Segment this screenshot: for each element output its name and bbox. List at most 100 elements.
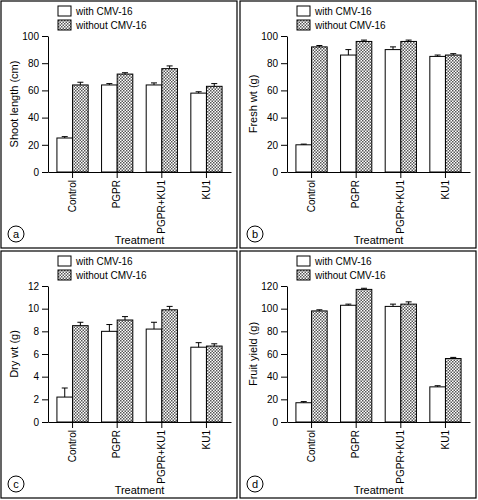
y-tick-mark — [42, 63, 48, 64]
y-tick: 40 — [267, 112, 287, 123]
bar — [117, 320, 133, 422]
legend-swatch — [58, 20, 71, 30]
y-tick-label: 120 — [261, 281, 278, 292]
error-bar — [450, 54, 456, 55]
y-axis-title: Dry wt (g) — [8, 330, 20, 378]
y-tick: 20 — [28, 140, 48, 151]
error-bar — [406, 40, 412, 41]
y-tick-mark — [281, 399, 287, 400]
panel-label-circle — [247, 476, 263, 492]
marks — [296, 40, 461, 172]
error-bar — [345, 304, 351, 305]
error-bar — [406, 302, 412, 304]
y-tick: 0 — [272, 417, 287, 428]
error-bar — [211, 344, 217, 346]
error-bar — [167, 306, 173, 309]
bar — [206, 346, 222, 422]
y-tick-label: 60 — [267, 349, 279, 360]
legend-swatch — [297, 256, 310, 266]
y-tick-mark — [281, 309, 287, 310]
y-tick-mark — [42, 172, 48, 173]
legend-label: with CMV-16 — [314, 256, 372, 267]
panel-label-text: c — [13, 478, 19, 490]
y-tick-label: 40 — [267, 371, 279, 382]
legend-swatch — [297, 270, 310, 280]
x-tick-mark — [206, 422, 207, 428]
legend-label: with CMV-16 — [75, 256, 133, 267]
error-bar — [361, 40, 367, 41]
y-tick-mark — [281, 422, 287, 423]
panel-frame — [240, 1, 476, 248]
x-tick-label: PGPR+KU1 — [156, 430, 167, 484]
y-axis: 024681012 — [28, 281, 49, 428]
x-tick: PGPR — [350, 172, 361, 208]
figure: 020406080100ControlPGPRPGPR+KU1KU1Treatm… — [0, 0, 478, 500]
x-axis: ControlPGPRPGPR+KU1KU1 — [49, 422, 232, 484]
error-bar — [301, 144, 307, 146]
y-axis-line — [287, 287, 288, 423]
y-tick: 80 — [267, 326, 287, 337]
error-bar — [301, 402, 307, 403]
bar — [401, 41, 417, 172]
y-tick-label: 80 — [267, 58, 279, 69]
x-tick-label: PGPR — [350, 180, 361, 208]
panel-label: d — [247, 476, 263, 492]
bar — [385, 306, 401, 422]
bar — [162, 69, 178, 172]
x-tick-label: PGPR+KU1 — [156, 180, 167, 234]
panel-label: a — [8, 226, 24, 242]
bar — [356, 289, 372, 422]
legend-swatch — [58, 256, 71, 266]
y-tick-label: 4 — [33, 371, 39, 382]
x-tick-label: PGPR+KU1 — [395, 430, 406, 484]
x-tick: KU1 — [440, 172, 451, 199]
x-tick: Control — [306, 422, 317, 462]
bar — [57, 397, 73, 422]
y-tick-mark — [281, 331, 287, 332]
y-axis-title: Fresh wt (g) — [247, 75, 259, 134]
x-tick: KU1 — [440, 422, 451, 449]
bar — [146, 85, 162, 172]
error-stem — [154, 322, 155, 329]
error-cap — [361, 288, 367, 289]
error-bar — [435, 386, 441, 387]
x-axis-title: Treatment — [115, 484, 165, 496]
x-tick-mark — [311, 172, 312, 178]
legend-item: with CMV-16 — [58, 256, 133, 267]
y-tick: 60 — [28, 85, 48, 96]
error-bar — [316, 310, 322, 311]
y-tick-label: 40 — [267, 112, 279, 123]
x-tick-mark — [311, 422, 312, 428]
error-cap — [106, 324, 112, 325]
x-tick-mark — [72, 422, 73, 428]
error-cap — [62, 136, 68, 137]
y-tick: 0 — [33, 417, 48, 428]
y-tick: 0 — [33, 167, 48, 178]
bar — [430, 56, 446, 172]
error-cap — [361, 40, 367, 41]
error-stem — [348, 50, 349, 55]
y-tick: 40 — [267, 371, 287, 382]
y-tick-label: 8 — [33, 326, 39, 337]
error-bar — [122, 73, 128, 74]
error-stem — [64, 388, 65, 397]
error-stem — [80, 322, 81, 325]
bar — [191, 93, 207, 172]
error-cap — [196, 91, 202, 92]
y-tick-label: 80 — [28, 58, 40, 69]
y-tick-mark — [281, 118, 287, 119]
x-tick-mark — [117, 422, 118, 428]
y-tick-label: 20 — [28, 140, 40, 151]
x-axis: ControlPGPRPGPR+KU1KU1 — [49, 172, 232, 234]
y-tick-label: 100 — [261, 31, 278, 42]
panel-label-text: a — [13, 228, 20, 240]
bar — [312, 47, 328, 172]
x-tick-mark — [117, 172, 118, 178]
error-stem — [109, 325, 110, 332]
error-cap — [122, 72, 128, 73]
y-tick-mark — [42, 422, 48, 423]
bar — [57, 138, 73, 172]
error-cap — [151, 82, 157, 83]
y-tick: 120 — [261, 281, 287, 292]
y-tick: 40 — [28, 112, 48, 123]
